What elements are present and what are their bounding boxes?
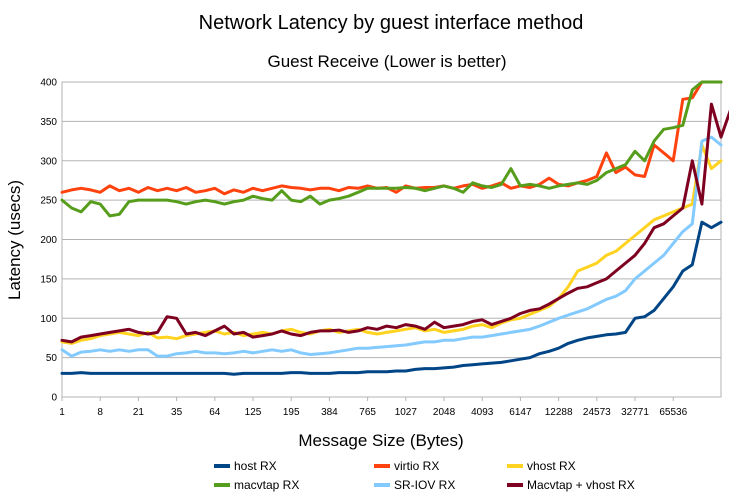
series-line-5: [60, 102, 729, 344]
y-tick-label: 50: [46, 353, 58, 364]
series-lines: [60, 80, 729, 376]
y-tick-label: 350: [40, 117, 57, 128]
legend-label: SR-IOV RX: [394, 478, 455, 492]
x-tick-label: 765: [359, 407, 376, 418]
x-tick-label: 32771: [621, 407, 649, 418]
legend-label: Macvtap + vhost RX: [527, 478, 635, 492]
plot-area-frame: [61, 81, 722, 398]
legend-label: virtio RX: [394, 459, 439, 473]
y-tick-label: 400: [40, 78, 57, 89]
y-axis-label: Latency (usecs): [5, 180, 24, 300]
x-tick-label: 6147: [509, 407, 532, 418]
y-axis-tick-labels: 0 50 100 150 200 250 300 350 400: [40, 78, 57, 404]
y-tick-label: 300: [40, 156, 57, 167]
x-tick-label: 24573: [583, 407, 611, 418]
chart-title: Network Latency by guest interface metho…: [199, 12, 584, 34]
y-tick-label: 250: [40, 196, 57, 207]
y-tick-label: 150: [40, 274, 57, 285]
legend-label: macvtap RX: [234, 478, 299, 492]
y-tick-label: 200: [40, 235, 57, 246]
x-axis-tick-labels: 1 8 21 35 64 125 195 384 765 1027 2048 4093 6147 1228…: [59, 397, 688, 418]
x-tick-label: 65536: [659, 407, 687, 418]
x-tick-label: 384: [321, 407, 338, 418]
x-axis-label: Message Size (Bytes): [298, 431, 463, 450]
x-tick-label: 64: [209, 407, 221, 418]
x-tick-label: 4093: [471, 407, 494, 418]
legend: host RX virtio RX vhost RX macvtap RX SR-IOV…: [214, 459, 635, 492]
series-line-2: [60, 143, 723, 345]
x-tick-label: 2048: [433, 407, 456, 418]
x-tick-label: 35: [171, 407, 183, 418]
gridlines: [62, 81, 721, 398]
legend-label: vhost RX: [527, 459, 576, 473]
x-tick-label: 125: [245, 407, 262, 418]
x-tick-label: 1027: [395, 407, 418, 418]
series-line-1: [60, 80, 723, 196]
legend-label: host RX: [234, 459, 277, 473]
x-tick-label: 1: [59, 407, 65, 418]
x-tick-label: 8: [97, 407, 103, 418]
x-tick-label: 21: [133, 407, 145, 418]
series-line-0: [60, 220, 723, 376]
x-tick-label: 195: [283, 407, 300, 418]
chart-subtitle: Guest Receive (Lower is better): [267, 52, 506, 71]
series-line-3: [60, 80, 723, 218]
y-tick-label: 0: [51, 393, 57, 404]
y-tick-label: 100: [40, 314, 57, 325]
series-line-4: [60, 135, 723, 358]
x-tick-label: 12288: [545, 407, 573, 418]
